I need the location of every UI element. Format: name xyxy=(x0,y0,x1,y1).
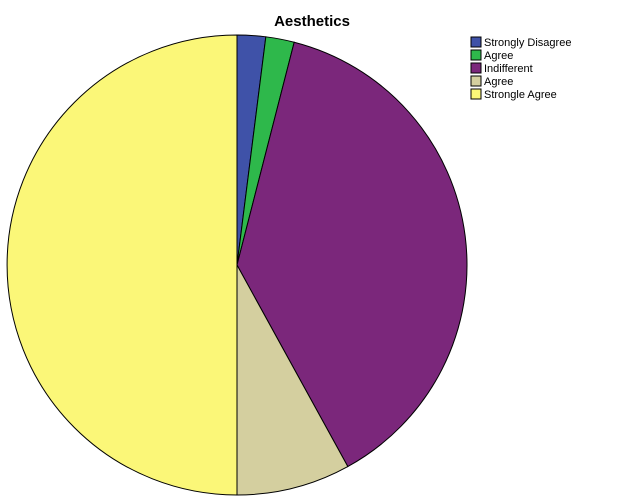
legend-swatch xyxy=(470,36,482,48)
pie-slice xyxy=(6,34,238,496)
pie-slice xyxy=(236,264,349,496)
legend-label: Agree xyxy=(484,76,513,88)
legend-label: Agree xyxy=(484,50,513,62)
legend-swatch xyxy=(470,88,482,100)
legend-label: Indifferent xyxy=(484,63,533,75)
legend-swatch xyxy=(470,62,482,74)
legend-swatch xyxy=(470,75,482,87)
legend-swatch xyxy=(470,49,482,61)
legend-label: Strongle Agree xyxy=(484,89,557,101)
chart-title: Aesthetics xyxy=(274,13,350,30)
legend-label: Strongly Disagree xyxy=(484,37,571,49)
pie-slice xyxy=(236,41,468,468)
